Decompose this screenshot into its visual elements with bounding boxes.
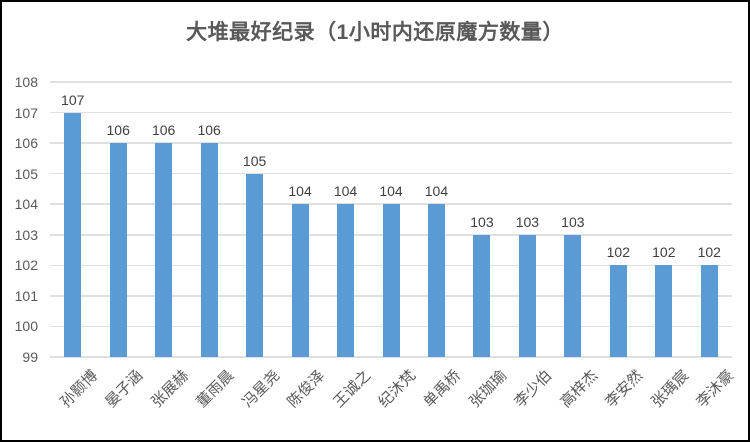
y-axis-tick-label: 102 xyxy=(14,257,38,274)
y-axis-tick-label: 105 xyxy=(14,165,38,182)
bar xyxy=(655,265,673,357)
bar-value-label: 105 xyxy=(242,152,267,169)
bar xyxy=(246,173,264,357)
bar-value-label: 106 xyxy=(197,122,221,139)
bar xyxy=(382,204,400,357)
gridline xyxy=(50,356,732,358)
bar xyxy=(518,234,536,357)
bar xyxy=(427,204,445,357)
bar xyxy=(155,143,173,357)
bar-value-label: 104 xyxy=(424,183,449,200)
y-axis-tick-label: 99 xyxy=(22,349,38,365)
y-axis-tick-label: 104 xyxy=(14,196,38,213)
gridline xyxy=(50,142,732,144)
x-category-label: 纪沐梵 xyxy=(375,367,420,411)
bar xyxy=(564,234,582,357)
bar-value-label: 106 xyxy=(106,122,130,139)
bar-value-label: 106 xyxy=(151,122,176,139)
x-category-label: 张展赫 xyxy=(147,367,192,411)
bar-value-label: 103 xyxy=(515,213,540,230)
y-axis-tick-label: 107 xyxy=(14,104,38,121)
x-category-label: 陈俊泽 xyxy=(284,367,329,411)
x-category-label: 张珈瑜 xyxy=(466,367,511,411)
y-axis-tick-label: 103 xyxy=(14,226,38,243)
gridline xyxy=(50,172,732,175)
bar-value-label: 104 xyxy=(288,183,312,200)
bar-value-label: 103 xyxy=(470,213,494,230)
x-category-label: 董雨晨 xyxy=(193,367,238,411)
bar xyxy=(609,265,627,357)
x-category-label: 李沐豪 xyxy=(693,367,738,411)
bar xyxy=(64,112,82,357)
plot-area: 99 100 101 102 103 104 105 106 107 108 107 孙颢博 106 晏子… xyxy=(15,74,738,411)
bar xyxy=(337,204,355,357)
y-axis-tick-label: 100 xyxy=(14,318,38,335)
bar-value-label: 107 xyxy=(61,91,85,108)
x-category-label: 李安然 xyxy=(602,367,647,411)
x-category-label: 王诚之 xyxy=(329,367,374,411)
bar xyxy=(291,204,309,357)
y-axis-tick-label: 106 xyxy=(14,135,38,152)
x-category-label: 孙颢博 xyxy=(57,367,101,411)
x-category-label: 晏子涵 xyxy=(102,367,147,411)
bar-value-label: 104 xyxy=(379,183,403,200)
y-axis-tick-label: 101 xyxy=(14,287,38,304)
bar xyxy=(200,143,218,357)
bar xyxy=(700,265,718,357)
gridline xyxy=(50,111,732,114)
bar xyxy=(473,234,491,357)
x-category-label: 张瑀宸 xyxy=(648,367,692,411)
bar xyxy=(109,143,127,357)
x-category-label: 冯星尧 xyxy=(238,367,283,411)
x-category-label: 单禹桥 xyxy=(420,367,465,411)
gridline xyxy=(50,81,732,83)
chart-title: 大堆最好纪录（1小时内还原魔方数量） xyxy=(186,21,564,44)
bar-value-label: 102 xyxy=(652,244,676,261)
bar-value-label: 102 xyxy=(606,244,631,261)
x-category-label: 高梓杰 xyxy=(557,367,602,411)
bar-value-label: 103 xyxy=(561,213,585,230)
bar-value-label: 102 xyxy=(697,244,721,261)
x-category-label: 李少伯 xyxy=(511,367,556,411)
y-axis-tick-label: 108 xyxy=(14,74,38,90)
bar-value-label: 104 xyxy=(333,183,358,200)
